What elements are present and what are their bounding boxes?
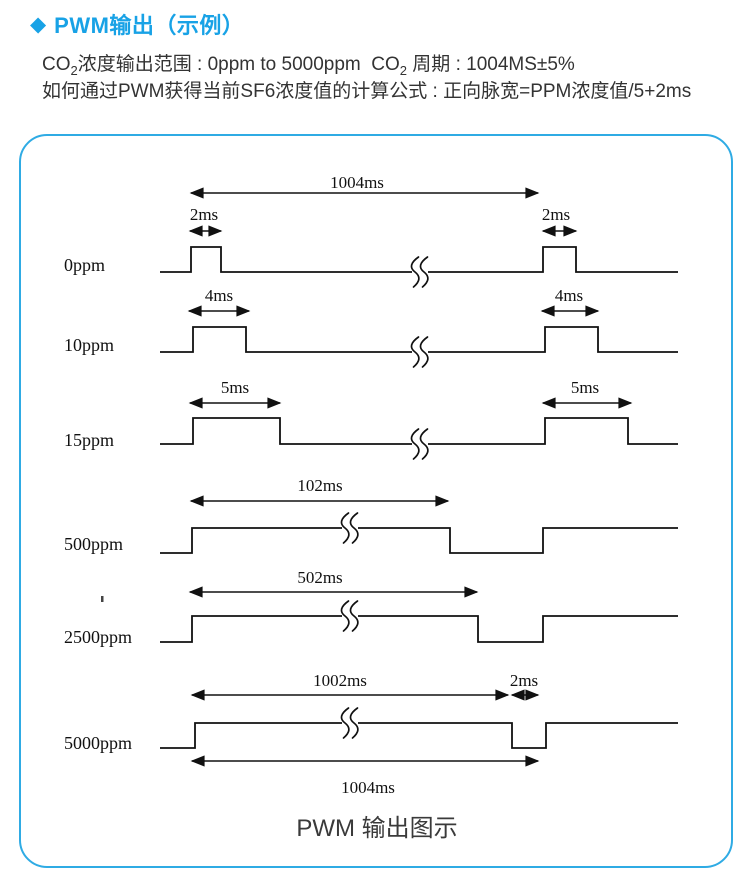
intro-text: CO2浓度输出范围 : 0ppm to 5000ppm CO2 周期 : 100…	[42, 51, 691, 105]
co-subscript: 2	[399, 62, 408, 78]
period-text: 周期 : 1004MS±5%	[407, 54, 575, 75]
co-text: CO	[42, 54, 71, 75]
co-subscript: 2	[70, 62, 78, 78]
diagram-card	[19, 134, 733, 868]
intro-line-2: 如何通过PWM获得当前SF6浓度值的计算公式 : 正向脉宽=PPM浓度值/5+2…	[42, 81, 692, 102]
intro-line-1: CO2浓度输出范围 : 0ppm to 5000ppm CO2 周期 : 100…	[42, 51, 691, 78]
section-title: PWM输出（示例）	[54, 13, 245, 38]
range-text: 浓度输出范围 : 0ppm to 5000ppm CO	[77, 54, 400, 75]
section-header: ◆ PWM输出（示例）	[30, 8, 244, 40]
diamond-icon: ◆	[30, 12, 47, 36]
